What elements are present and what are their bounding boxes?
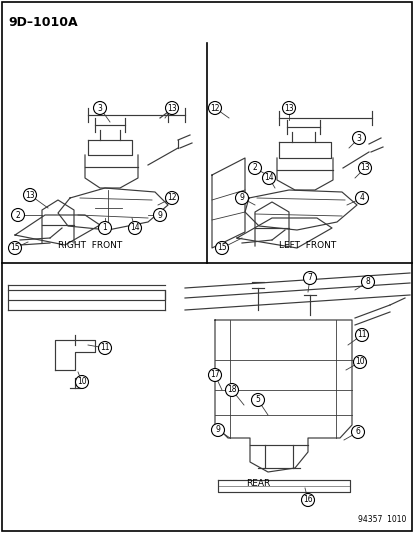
Text: 3: 3 <box>356 133 361 142</box>
Circle shape <box>303 271 316 285</box>
Text: 9D–1010A: 9D–1010A <box>8 15 78 28</box>
Text: 11: 11 <box>100 343 109 352</box>
Circle shape <box>9 241 21 254</box>
Text: 9: 9 <box>239 193 244 203</box>
Circle shape <box>208 101 221 115</box>
Circle shape <box>165 101 178 115</box>
Text: RIGHT  FRONT: RIGHT FRONT <box>58 241 122 250</box>
Circle shape <box>225 384 238 397</box>
Text: REAR: REAR <box>245 479 269 488</box>
Circle shape <box>215 241 228 254</box>
Text: 3: 3 <box>97 103 102 112</box>
Circle shape <box>128 222 141 235</box>
Circle shape <box>165 191 178 205</box>
Text: 12: 12 <box>210 103 219 112</box>
Text: 2: 2 <box>16 211 20 220</box>
Text: 16: 16 <box>302 496 312 505</box>
Circle shape <box>361 276 374 288</box>
Text: 11: 11 <box>356 330 366 340</box>
Circle shape <box>301 494 314 506</box>
Circle shape <box>355 328 368 342</box>
Text: 8: 8 <box>365 278 370 287</box>
Text: 13: 13 <box>359 164 369 173</box>
Circle shape <box>358 161 370 174</box>
Text: 9: 9 <box>157 211 162 220</box>
Circle shape <box>262 172 275 184</box>
Circle shape <box>211 424 224 437</box>
Text: 15: 15 <box>10 244 20 253</box>
Text: 7: 7 <box>307 273 312 282</box>
Text: 14: 14 <box>263 174 273 182</box>
Circle shape <box>24 189 36 201</box>
Circle shape <box>93 101 106 115</box>
Text: 10: 10 <box>354 358 364 367</box>
Text: 4: 4 <box>359 193 363 203</box>
Text: 1: 1 <box>102 223 107 232</box>
Circle shape <box>351 425 363 439</box>
Text: 6: 6 <box>355 427 360 437</box>
Circle shape <box>251 393 264 407</box>
Circle shape <box>351 132 365 144</box>
Circle shape <box>75 376 88 389</box>
Circle shape <box>235 191 248 205</box>
Circle shape <box>208 368 221 382</box>
Text: 14: 14 <box>130 223 140 232</box>
Text: 13: 13 <box>167 103 176 112</box>
Circle shape <box>98 222 111 235</box>
Text: 9: 9 <box>215 425 220 434</box>
Text: 13: 13 <box>25 190 35 199</box>
Text: 2: 2 <box>252 164 257 173</box>
Text: 5: 5 <box>255 395 260 405</box>
Text: 12: 12 <box>167 193 176 203</box>
Text: 17: 17 <box>210 370 219 379</box>
Circle shape <box>12 208 24 222</box>
Text: 13: 13 <box>283 103 293 112</box>
Text: 15: 15 <box>217 244 226 253</box>
Text: 94357  1010: 94357 1010 <box>357 515 405 524</box>
Text: LEFT  FRONT: LEFT FRONT <box>279 241 336 250</box>
Circle shape <box>353 356 366 368</box>
Text: 18: 18 <box>227 385 236 394</box>
Circle shape <box>248 161 261 174</box>
Circle shape <box>153 208 166 222</box>
Text: 10: 10 <box>77 377 87 386</box>
Circle shape <box>98 342 111 354</box>
Circle shape <box>282 101 295 115</box>
Circle shape <box>355 191 368 205</box>
